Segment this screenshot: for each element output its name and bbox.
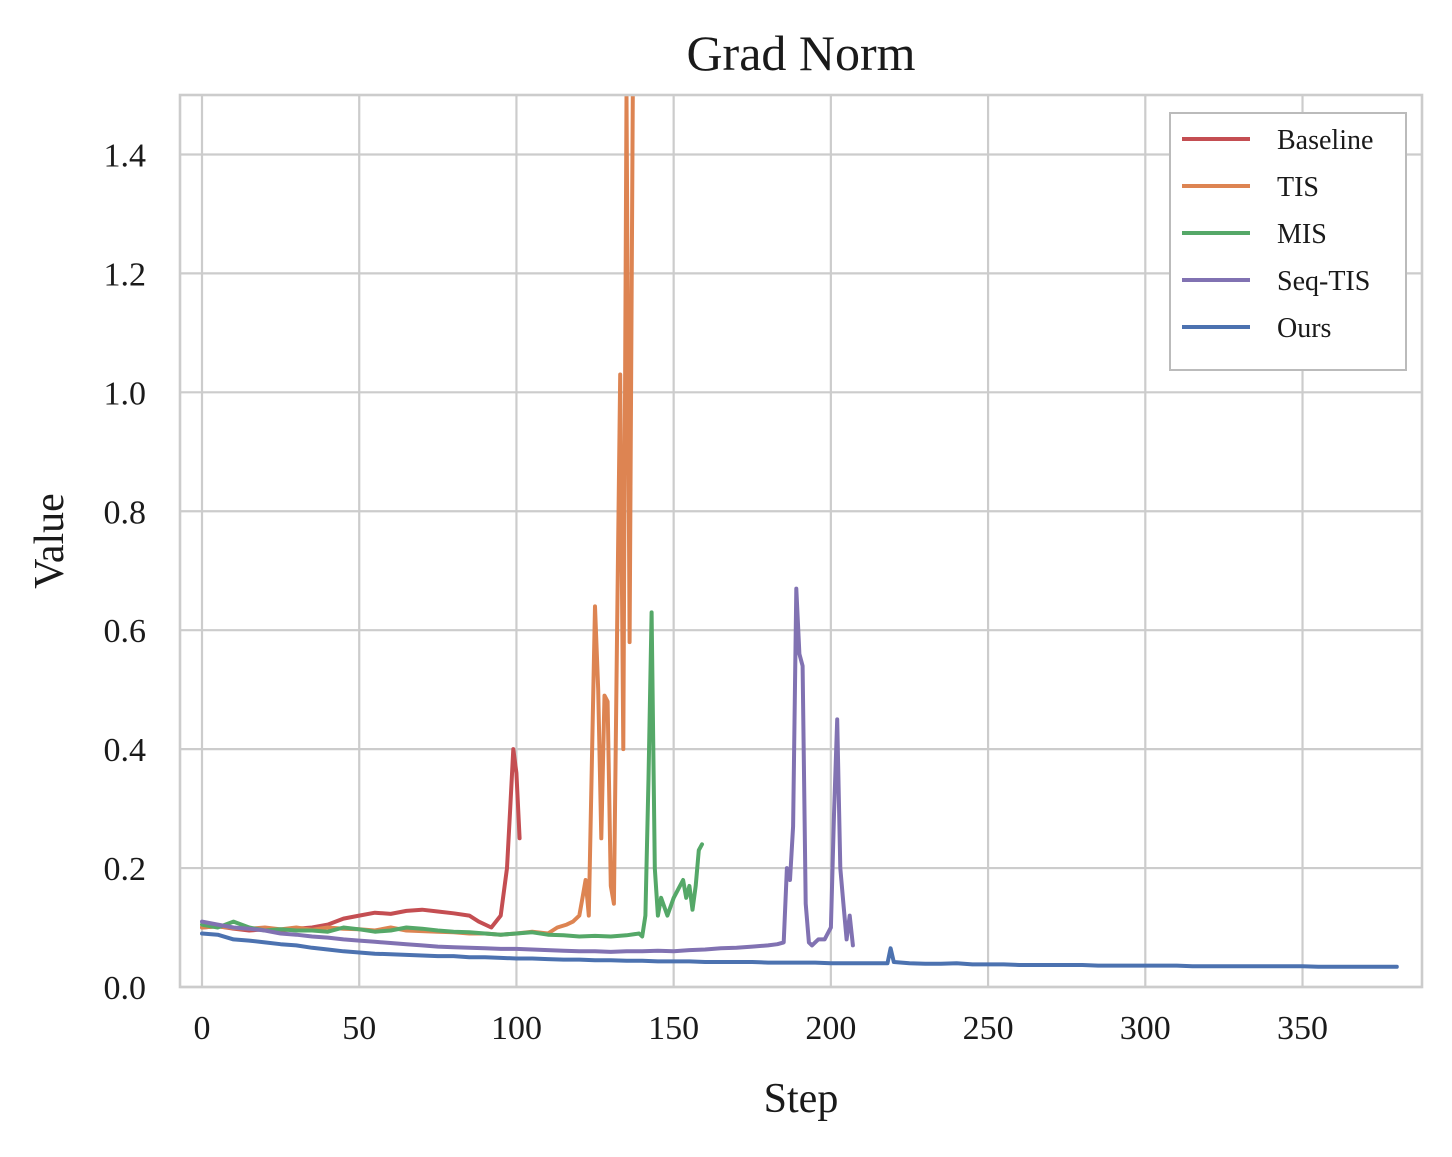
- x-tick-label: 250: [963, 1010, 1014, 1047]
- y-tick-label: 0.2: [104, 851, 147, 888]
- legend-label-mis: MIS: [1277, 219, 1327, 250]
- x-axis-label: Step: [764, 1076, 839, 1122]
- series-line-baseline: [200, 747, 522, 933]
- y-tick-label: 1.2: [104, 256, 147, 293]
- y-tick-label: 0.0: [104, 970, 147, 1007]
- chart-title: Grad Norm: [686, 25, 915, 81]
- legend-label-ours: Ours: [1277, 313, 1331, 344]
- y-tick-label: 0.4: [104, 732, 147, 769]
- x-tick-label: 300: [1120, 1010, 1171, 1047]
- legend-label-baseline: Baseline: [1277, 125, 1373, 156]
- legend: Baseline TIS MIS Seq-TIS Ours: [1169, 112, 1407, 371]
- x-tick-label: 350: [1277, 1010, 1328, 1047]
- x-tick-label: 50: [342, 1010, 376, 1047]
- tick-layer: 0 50 100 150 200 250 300 350 0.0 0.2 0.4 0.6 0.8 1.0 1…: [104, 137, 1329, 1047]
- y-tick-label: 1.0: [104, 375, 147, 412]
- grid-layer: [180, 95, 1422, 989]
- y-tick-label: 0.6: [104, 613, 147, 650]
- series-line-mis: [200, 610, 704, 939]
- x-tick-label: 100: [491, 1010, 542, 1047]
- series-line-ours: [200, 931, 1399, 969]
- y-axis-label: Value: [27, 493, 73, 589]
- plot-frame: [178, 93, 1424, 989]
- x-tick-label: 0: [194, 1010, 211, 1047]
- y-tick-label: 1.4: [104, 137, 147, 174]
- x-tick-label: 200: [805, 1010, 856, 1047]
- y-tick-label: 0.8: [104, 494, 147, 531]
- series-line-tis: [200, 95, 635, 937]
- series-layer: [200, 95, 1399, 969]
- legend-label-tis: TIS: [1277, 172, 1319, 203]
- legend-label-seq-tis: Seq-TIS: [1277, 266, 1370, 297]
- x-tick-label: 150: [648, 1010, 699, 1047]
- series-line-seq-tis: [200, 586, 855, 954]
